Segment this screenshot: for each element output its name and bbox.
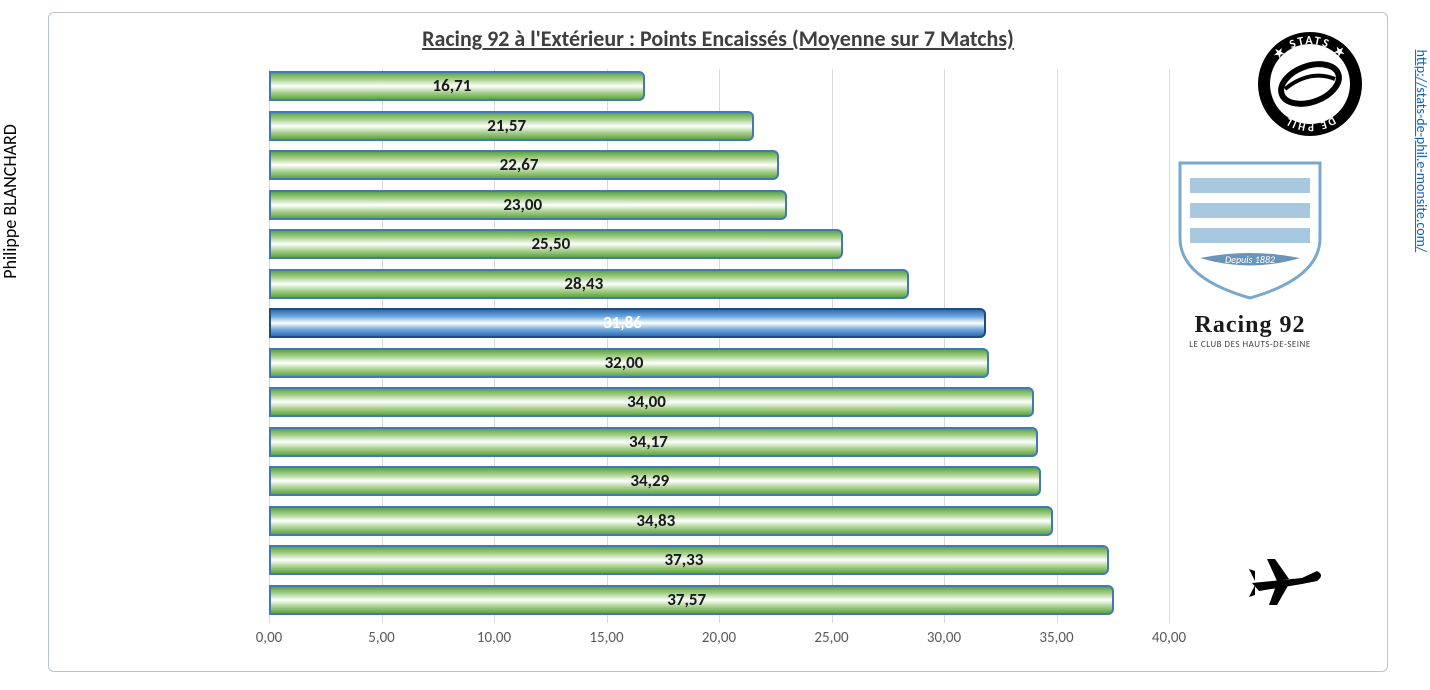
x-tick-label: 20,00 xyxy=(689,629,749,647)
chart-frame: Racing 92 à l'Extérieur : Points Encaiss… xyxy=(48,12,1388,672)
bar-value-label: 25,50 xyxy=(271,233,831,254)
source-url-link[interactable]: http://stats-de-phil.e-monsite.com/ xyxy=(1414,50,1430,253)
bar: 37,57 xyxy=(269,585,1114,615)
x-tick-label: 40,00 xyxy=(1139,629,1199,647)
bar: 23,00 xyxy=(269,190,787,220)
bar-row: Stade Français Paris34,29 xyxy=(269,464,1169,498)
bar-value-label: 37,33 xyxy=(271,549,1097,570)
bar-row: ASM Clermont32,00 xyxy=(269,346,1169,380)
plot-area: 0,005,0010,0015,0020,0025,0030,0035,0040… xyxy=(269,69,1169,623)
bar-value-label: 34,29 xyxy=(271,470,1029,491)
club-subtitle: Le club des Hauts-de-Seine xyxy=(1135,339,1365,350)
bar-row: Stade Toulousain16,71 xyxy=(269,69,1169,103)
bar-value-label: 28,43 xyxy=(271,273,897,294)
bar-row: RC Toulon23,00 xyxy=(269,188,1169,222)
club-name: Racing 92 xyxy=(1135,312,1365,339)
bar-row: Racing 9231,86 xyxy=(269,306,1169,340)
bar: 34,17 xyxy=(269,427,1038,457)
bar-value-label: 16,71 xyxy=(271,75,633,96)
bar: 34,83 xyxy=(269,506,1053,536)
bar-row: USA Perpignan34,83 xyxy=(269,504,1169,538)
bar: 32,00 xyxy=(269,348,989,378)
chart-title: Racing 92 à l'Extérieur : Points Encaiss… xyxy=(49,25,1387,52)
bar-row: LOU Rugby28,43 xyxy=(269,267,1169,301)
x-tick-label: 5,00 xyxy=(352,629,412,647)
club-motto: Depuis 1882 xyxy=(1225,253,1275,266)
bar-row: Section Paloise34,00 xyxy=(269,385,1169,419)
bar: 25,50 xyxy=(269,229,843,259)
racing-92-logo: Depuis 1882 Racing 92 Le club des Hauts-… xyxy=(1135,153,1365,363)
bar-value-label: 23,00 xyxy=(271,194,775,215)
bar-value-label: 31,86 xyxy=(271,312,974,333)
x-tick-label: 10,00 xyxy=(464,629,524,647)
page-root: Philippe BLANCHARD http://stats-de-phil.… xyxy=(0,0,1430,690)
bar-value-label: 34,83 xyxy=(271,510,1041,531)
bar-row: Montpellier HR21,57 xyxy=(269,109,1169,143)
x-tick-label: 30,00 xyxy=(914,629,974,647)
x-tick-label: 15,00 xyxy=(577,629,637,647)
bar-highlight: 31,86 xyxy=(269,308,986,338)
bar: 22,67 xyxy=(269,150,779,180)
bar-row: Union Bordeaux...22,67 xyxy=(269,148,1169,182)
x-tick-label: 0,00 xyxy=(239,629,299,647)
bar-value-label: 32,00 xyxy=(271,352,977,373)
x-tick-label: 35,00 xyxy=(1027,629,1087,647)
source-url[interactable]: http://stats-de-phil.e-monsite.com/ xyxy=(1414,50,1430,253)
x-tick-label: 25,00 xyxy=(802,629,862,647)
airplane-icon xyxy=(1247,551,1327,611)
bar: 37,33 xyxy=(269,545,1109,575)
bar-row: Stade Rochelais25,50 xyxy=(269,227,1169,261)
bar: 16,71 xyxy=(269,71,645,101)
bar-row: RC Vannes37,57 xyxy=(269,583,1169,617)
bar-value-label: 21,57 xyxy=(271,115,742,136)
author-label: Philippe BLANCHARD xyxy=(0,124,21,279)
bar: 34,00 xyxy=(269,387,1034,417)
bar: 34,29 xyxy=(269,466,1041,496)
bar-row: Castres Olympique37,33 xyxy=(269,543,1169,577)
bar: 21,57 xyxy=(269,111,754,141)
stats-de-phil-logo: ★ STATS ★ DE PHIL xyxy=(1255,29,1365,139)
bar-value-label: 37,57 xyxy=(271,589,1102,610)
bar-value-label: 22,67 xyxy=(271,154,767,175)
bar-value-label: 34,00 xyxy=(271,391,1022,412)
bar: 28,43 xyxy=(269,269,909,299)
bar-row: Aviron Bayonnais34,17 xyxy=(269,425,1169,459)
bar-value-label: 34,17 xyxy=(271,431,1026,452)
